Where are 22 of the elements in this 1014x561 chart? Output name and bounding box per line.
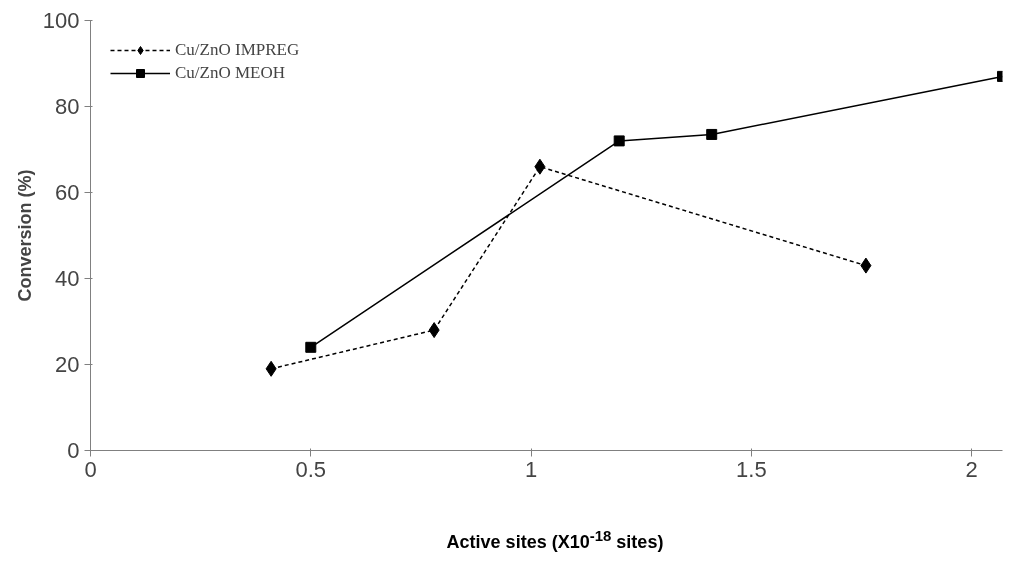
point [534,158,546,175]
legend-label: Cu/ZnO MEOH [175,63,286,83]
y-tick-label: 100 [42,8,80,33]
x-tick-label: 0.5 [295,456,327,482]
y-axis-title: Conversion (%) [14,169,35,302]
y-tick-label: 0 [67,438,80,463]
point [265,360,277,377]
x-tick-label: 1.5 [736,456,767,482]
x-tick-label: 1 [524,456,538,482]
x-axis-title: Active sites (X10$^{-18}$ sites) [445,526,665,554]
legend-label: Cu/ZnO IMPREG [175,40,300,60]
point [613,135,625,147]
x-tick-label: 0 [84,456,97,482]
point [860,257,872,274]
point [305,341,317,353]
point [428,322,440,339]
point [706,128,718,140]
y-tick-label: 40 [55,266,80,291]
y-tick-label: 60 [55,180,80,205]
y-tick-label: 80 [55,94,80,119]
y-tick-label: 20 [55,352,80,377]
x-tick-label: 2 [965,456,978,482]
